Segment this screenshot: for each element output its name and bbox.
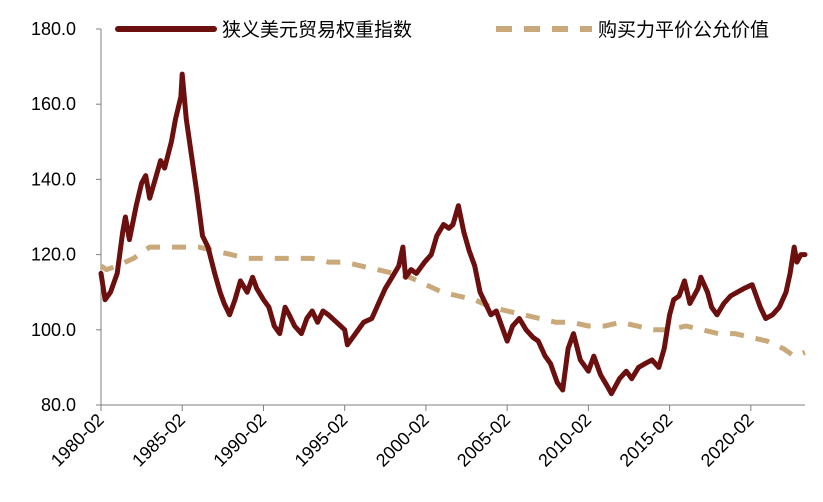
- x-tick-label: 2020-02: [697, 410, 758, 471]
- y-tick-label: 140.0: [31, 169, 76, 189]
- legend: 狭义美元贸易权重指数 购买力平价公允价值: [115, 19, 769, 41]
- x-tick-label: 1980-02: [47, 410, 108, 471]
- x-tick-label: 1990-02: [209, 410, 270, 471]
- series-line-ppp-fair-value: [99, 244, 806, 359]
- x-tick-label: 1985-02: [128, 410, 189, 471]
- y-tick-label: 160.0: [31, 94, 76, 114]
- y-tick-label: 100.0: [31, 320, 76, 340]
- x-tick-label: 2015-02: [616, 410, 677, 471]
- legend-label-trade-weighted-index: 狭义美元贸易权重指数: [222, 19, 412, 41]
- legend-label-ppp-fair-value: 购买力平价公允价值: [598, 19, 769, 41]
- series-line-trade-weighted-index: [98, 71, 808, 397]
- series-layer: [98, 71, 808, 397]
- x-tick-label: 1995-02: [291, 410, 352, 471]
- y-tick-label: 80.0: [41, 395, 76, 415]
- y-tick-label: 120.0: [31, 245, 76, 265]
- x-tick-label: 2010-02: [534, 410, 595, 471]
- x-tick-label: 2000-02: [372, 410, 433, 471]
- x-tick-label: 2005-02: [453, 410, 514, 471]
- y-tick-label: 180.0: [31, 19, 76, 39]
